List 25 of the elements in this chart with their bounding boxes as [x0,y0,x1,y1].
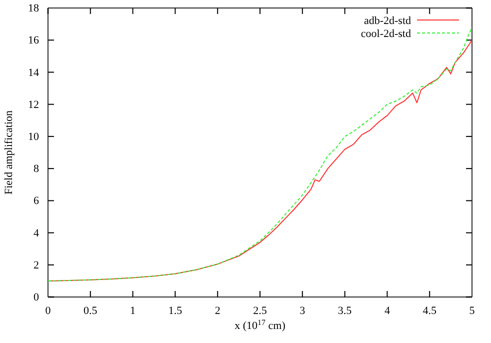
x-axis-title: x (10$^{17}$ cm) [234,318,286,332]
x-tick-label: 2.5 [253,304,268,317]
y-tick-label: 14 [28,66,40,79]
x-tick-label: 0 [45,304,52,317]
x-tick-label: 2 [214,304,220,317]
y-tick-label: 8 [34,163,40,176]
x-tick-label: 3 [300,304,306,317]
y-tick-label: 16 [28,34,40,47]
y-axis-title: Field amplification [3,110,15,195]
y-tick-label: 2 [34,259,39,272]
y-tick-label: 4 [34,227,40,240]
legend-label: adb-2d-std [364,15,412,27]
x-tick-label: 4 [384,304,390,317]
y-tick-label: 12 [28,98,39,111]
legend-label: cool-2d-std [360,28,412,40]
y-tick-label: 10 [28,130,40,143]
x-tick-label: 3.5 [338,304,352,317]
y-tick-label: 18 [28,2,40,15]
y-tick-label: 6 [34,195,40,208]
x-tick-label: 0.5 [84,304,98,317]
y-tick-label: 0 [34,292,40,304]
x-tick-label: 4.5 [422,304,437,317]
x-tick-label: 1 [130,304,136,317]
x-tick-label: 5 [469,304,476,317]
x-tick-label: 1.5 [168,304,183,317]
